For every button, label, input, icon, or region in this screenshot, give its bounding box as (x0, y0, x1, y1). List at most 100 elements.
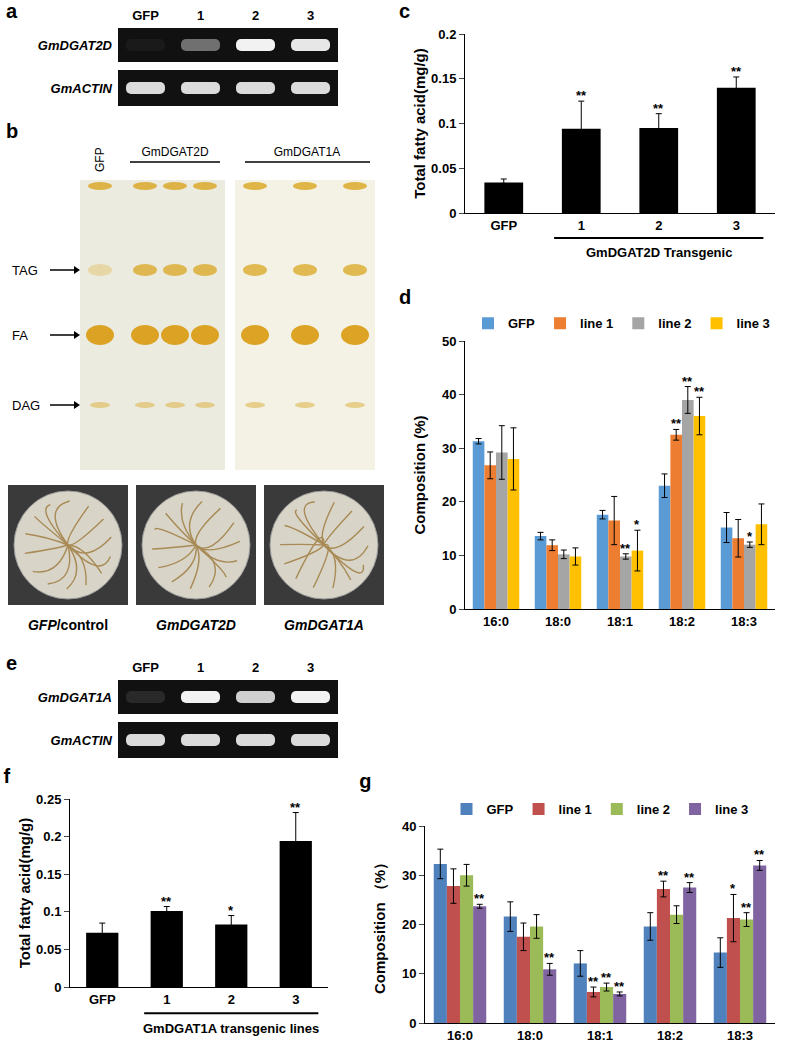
svg-text:GFP/control: GFP/control (28, 617, 108, 633)
svg-text:**: ** (684, 870, 695, 885)
svg-text:GmACTIN: GmACTIN (51, 81, 113, 96)
svg-text:30: 30 (402, 868, 416, 883)
svg-text:1: 1 (197, 660, 204, 675)
svg-text:*: * (730, 881, 736, 896)
svg-text:3: 3 (307, 8, 314, 23)
svg-text:TAG: TAG (12, 263, 38, 278)
svg-text:GFP: GFP (132, 660, 159, 675)
svg-text:line 2: line 2 (637, 802, 670, 817)
svg-text:GmDGAT1A transgenic lines: GmDGAT1A transgenic lines (143, 1021, 319, 1036)
svg-text:2: 2 (228, 992, 235, 1007)
svg-text:2: 2 (252, 8, 259, 23)
svg-text:40: 40 (402, 819, 416, 834)
svg-text:*: * (747, 529, 753, 544)
svg-text:GmACTIN: GmACTIN (51, 733, 113, 748)
svg-text:GmDGAT2D Transgenic: GmDGAT2D Transgenic (586, 245, 732, 260)
svg-text:0: 0 (449, 206, 456, 221)
svg-text:GmDGAT2D: GmDGAT2D (156, 617, 236, 633)
svg-text:GFP: GFP (89, 992, 116, 1007)
svg-text:18:0: 18:0 (545, 614, 571, 629)
svg-text:**: ** (653, 101, 664, 116)
svg-text:1: 1 (578, 218, 585, 233)
svg-text:3: 3 (733, 218, 740, 233)
svg-text:20: 20 (442, 494, 456, 509)
svg-text:30: 30 (442, 441, 456, 456)
svg-text:16:0: 16:0 (447, 1028, 473, 1043)
svg-text:0.1: 0.1 (43, 904, 61, 919)
svg-text:**: ** (694, 384, 705, 399)
svg-text:18:1: 18:1 (607, 614, 633, 629)
svg-text:**: ** (682, 374, 693, 389)
svg-text:GFP: GFP (93, 147, 107, 172)
svg-text:18:3: 18:3 (731, 614, 757, 629)
svg-text:c: c (399, 0, 410, 22)
svg-text:0: 0 (449, 602, 456, 617)
svg-text:**: ** (671, 416, 682, 431)
svg-text:**: ** (290, 800, 301, 815)
svg-text:GmDGAT1A: GmDGAT1A (274, 145, 340, 159)
svg-text:DAG: DAG (12, 398, 40, 413)
svg-text:1: 1 (163, 992, 170, 1007)
svg-text:**: ** (576, 88, 587, 103)
svg-text:0.1: 0.1 (438, 116, 456, 131)
svg-text:0.2: 0.2 (438, 27, 456, 42)
svg-text:50: 50 (442, 334, 456, 349)
svg-text:**: ** (620, 541, 631, 556)
svg-text:**: ** (474, 891, 485, 906)
svg-text:0.25: 0.25 (36, 792, 61, 807)
svg-text:3: 3 (307, 660, 314, 675)
svg-text:0.2: 0.2 (43, 829, 61, 844)
svg-text:0.15: 0.15 (36, 867, 61, 882)
svg-text:**: ** (588, 974, 599, 989)
svg-text:line 1: line 1 (559, 802, 592, 817)
svg-text:b: b (6, 120, 18, 142)
svg-text:18:2: 18:2 (657, 1028, 683, 1043)
svg-text:**: ** (741, 900, 752, 915)
svg-text:line 2: line 2 (658, 316, 691, 331)
svg-text:line 3: line 3 (737, 316, 770, 331)
svg-text:0: 0 (54, 980, 61, 995)
svg-text:GFP: GFP (490, 218, 517, 233)
svg-text:e: e (6, 652, 17, 674)
svg-text:Total fatty acid(mg/g): Total fatty acid(mg/g) (411, 48, 428, 199)
svg-text:**: ** (731, 64, 742, 79)
svg-text:Composition （%）: Composition （%） (371, 855, 388, 994)
svg-text:Total fatty acid(mg/g): Total fatty acid(mg/g) (16, 818, 33, 969)
svg-text:20: 20 (402, 917, 416, 932)
svg-text:0.05: 0.05 (431, 161, 456, 176)
svg-text:2: 2 (655, 218, 662, 233)
svg-text:a: a (6, 0, 18, 22)
svg-text:**: ** (658, 868, 669, 883)
svg-text:*: * (228, 903, 234, 918)
svg-text:GmDGAT1A: GmDGAT1A (38, 690, 112, 705)
svg-text:18:0: 18:0 (517, 1028, 543, 1043)
svg-text:FA: FA (12, 328, 28, 343)
svg-text:3: 3 (292, 992, 299, 1007)
svg-text:d: d (399, 286, 411, 308)
svg-text:18:2: 18:2 (669, 614, 695, 629)
svg-text:1: 1 (197, 8, 204, 23)
svg-text:0.05: 0.05 (36, 942, 61, 957)
svg-text:**: ** (601, 970, 612, 985)
svg-text:GmDGAT1A: GmDGAT1A (284, 617, 364, 633)
svg-text:Composition (%): Composition (%) (411, 415, 428, 534)
svg-text:g: g (359, 770, 371, 792)
svg-text:line 3: line 3 (715, 802, 748, 817)
svg-text:**: ** (614, 979, 625, 994)
svg-text:0.15: 0.15 (431, 71, 456, 86)
svg-text:**: ** (161, 894, 172, 909)
svg-text:GFP: GFP (508, 316, 535, 331)
svg-text:*: * (634, 517, 640, 532)
svg-text:10: 10 (402, 966, 416, 981)
svg-text:40: 40 (442, 387, 456, 402)
svg-text:18:3: 18:3 (727, 1028, 753, 1043)
svg-text:GmDGAT2D: GmDGAT2D (141, 145, 208, 159)
svg-text:GFP: GFP (487, 802, 514, 817)
svg-text:**: ** (544, 950, 555, 965)
svg-text:GFP: GFP (132, 8, 159, 23)
svg-text:0: 0 (409, 1016, 416, 1031)
svg-text:line 1: line 1 (580, 316, 613, 331)
svg-text:18:1: 18:1 (587, 1028, 613, 1043)
svg-text:GmDGAT2D: GmDGAT2D (38, 38, 113, 53)
svg-text:**: ** (754, 847, 765, 862)
